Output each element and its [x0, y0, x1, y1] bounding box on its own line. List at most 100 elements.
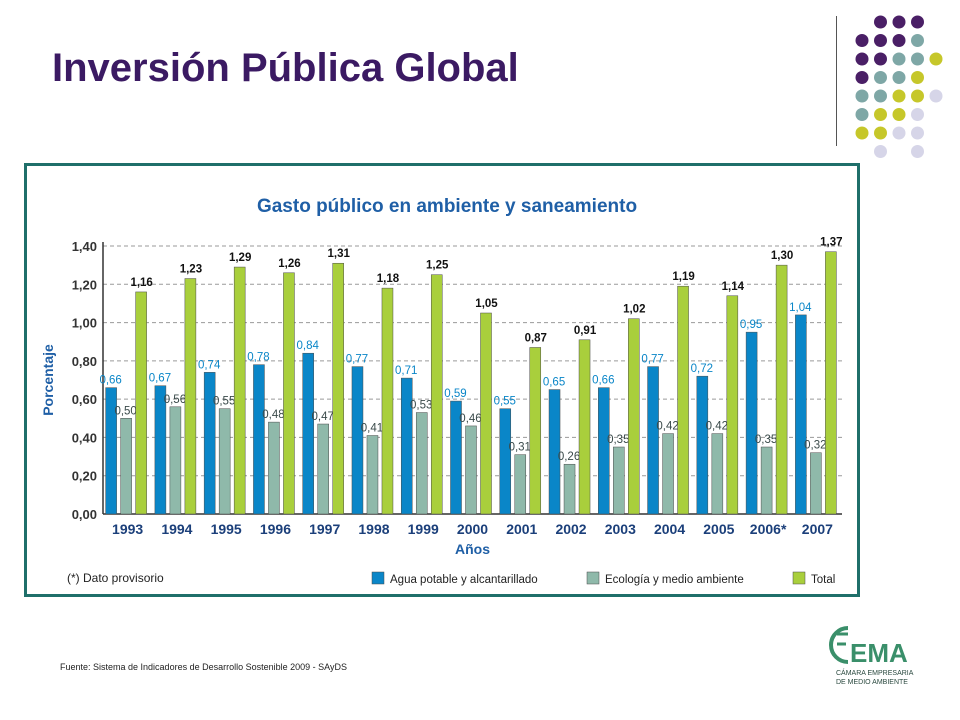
total-bar — [135, 291, 147, 515]
decorative-dot — [911, 145, 924, 158]
decorative-dot — [874, 108, 887, 121]
decorative-dot — [874, 52, 887, 66]
total-bar — [726, 295, 739, 515]
decorative-dot — [855, 52, 869, 66]
bar-chart: Gasto público en ambiente y saneamiento 0… — [40, 196, 843, 586]
agua-value-label: 0,55 — [494, 396, 516, 408]
ecologia-bar — [169, 406, 182, 515]
total-value-label: 0,91 — [574, 325, 597, 337]
total-value-label: 0,87 — [525, 332, 547, 344]
decorative-dot — [855, 126, 869, 140]
cema-logo-line2: DE MEDIO AMBIENTE — [836, 679, 908, 686]
legend-swatch — [792, 571, 806, 585]
x-tick-label: 2005 — [703, 521, 734, 537]
decorative-dot — [892, 126, 906, 140]
total-value-label: 1,25 — [426, 260, 449, 272]
decorative-dot — [855, 89, 869, 103]
cema-logo: EMA CÁMARA EMPRESARIA DE MEDIO AMBIENTE — [829, 626, 914, 686]
chart-title: Gasto público en ambiente y saneamiento — [257, 196, 637, 217]
ecologia-value-label: 0,55 — [213, 396, 235, 408]
ecologia-value-label: 0,41 — [361, 423, 383, 435]
decorative-dot — [892, 71, 906, 84]
ecologia-value-label: 0,48 — [262, 409, 284, 421]
ecologia-bar — [366, 435, 379, 515]
decorative-dot — [911, 89, 924, 103]
total-value-label: 1,19 — [672, 271, 694, 283]
decorative-dot — [855, 34, 869, 47]
decorative-dot — [892, 52, 906, 66]
ecologia-bar — [415, 412, 428, 515]
decorative-dot — [892, 15, 906, 29]
y-axis-label: Porcentaje — [40, 344, 56, 416]
total-value-label: 1,18 — [377, 273, 400, 285]
ecologia-bar — [563, 463, 576, 515]
cema-logo-c-mark — [829, 626, 849, 664]
total-bar — [480, 312, 492, 515]
agua-value-label: 0,65 — [543, 377, 565, 389]
total-value-label: 1,26 — [278, 258, 300, 270]
agua-bar — [203, 372, 216, 515]
total-bar — [332, 262, 344, 515]
y-tick-label: 0,00 — [72, 507, 97, 522]
decorative-dot — [911, 108, 924, 121]
legend-swatch — [586, 571, 600, 585]
ecologia-value-label: 0,56 — [164, 394, 186, 406]
y-tick-label: 0,60 — [72, 392, 97, 407]
agua-bar — [154, 385, 167, 515]
y-tick-label: 0,40 — [72, 430, 97, 445]
ecologia-bar — [613, 446, 625, 515]
decorative-dot — [929, 89, 943, 103]
x-tick-label: 1996 — [260, 521, 291, 537]
agua-value-label: 0,71 — [395, 365, 417, 377]
agua-value-label: 0,84 — [297, 340, 320, 352]
total-bar — [233, 266, 246, 515]
agua-bar — [598, 387, 610, 515]
ecologia-bar — [317, 423, 329, 515]
agua-bar — [253, 364, 265, 515]
total-value-label: 1,23 — [180, 264, 202, 276]
agua-bar — [400, 377, 413, 515]
ecologia-value-label: 0,46 — [459, 413, 481, 425]
x-tick-label: 2007 — [802, 521, 833, 537]
total-bar — [283, 272, 295, 515]
agua-value-label: 0,72 — [691, 363, 713, 375]
total-bar — [430, 274, 443, 515]
total-bar — [578, 339, 591, 515]
decorative-dot — [911, 126, 924, 140]
y-tick-label: 1,00 — [72, 316, 97, 331]
x-tick-label: 2006* — [750, 521, 787, 537]
chart-note: (*) Dato provisorio — [67, 571, 164, 585]
cema-logo-letters: EMA — [850, 638, 908, 668]
ecologia-bar — [760, 446, 773, 515]
total-value-label: 1,02 — [623, 304, 645, 316]
chart-frame: Gasto público en ambiente y saneamiento 0… — [24, 163, 860, 597]
agua-value-label: 0,59 — [444, 388, 466, 400]
total-value-label: 1,30 — [771, 250, 793, 262]
legend-label: Total — [811, 574, 835, 586]
total-bar — [184, 278, 197, 515]
y-tick-label: 0,80 — [72, 354, 97, 369]
total-value-label: 1,37 — [820, 237, 842, 249]
ecologia-value-label: 0,35 — [755, 434, 777, 446]
total-bar — [529, 347, 542, 515]
agua-bar — [499, 408, 512, 515]
agua-bar — [351, 366, 364, 515]
ecologia-value-label: 0,42 — [656, 421, 678, 433]
y-tick-label: 1,20 — [72, 277, 97, 292]
decorative-dot — [874, 34, 887, 47]
x-tick-label: 2002 — [555, 521, 586, 537]
x-tick-label: 1993 — [112, 521, 143, 537]
ecologia-value-label: 0,53 — [410, 400, 432, 412]
decorative-dot — [874, 89, 887, 103]
agua-value-label: 0,66 — [592, 375, 614, 387]
decorative-dot — [874, 15, 887, 29]
decorative-dot — [855, 108, 869, 121]
agua-value-label: 1,04 — [789, 302, 812, 314]
ecologia-value-label: 0,35 — [607, 434, 629, 446]
ecologia-bar — [810, 452, 822, 515]
agua-value-label: 0,77 — [641, 354, 663, 366]
x-tick-label: 2003 — [605, 521, 636, 537]
total-value-label: 1,14 — [722, 281, 745, 293]
decorative-dot — [874, 145, 887, 158]
ecologia-bar — [218, 408, 231, 515]
